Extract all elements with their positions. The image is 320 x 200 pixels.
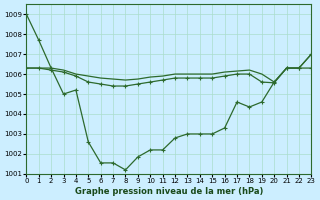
X-axis label: Graphe pression niveau de la mer (hPa): Graphe pression niveau de la mer (hPa) (75, 187, 263, 196)
